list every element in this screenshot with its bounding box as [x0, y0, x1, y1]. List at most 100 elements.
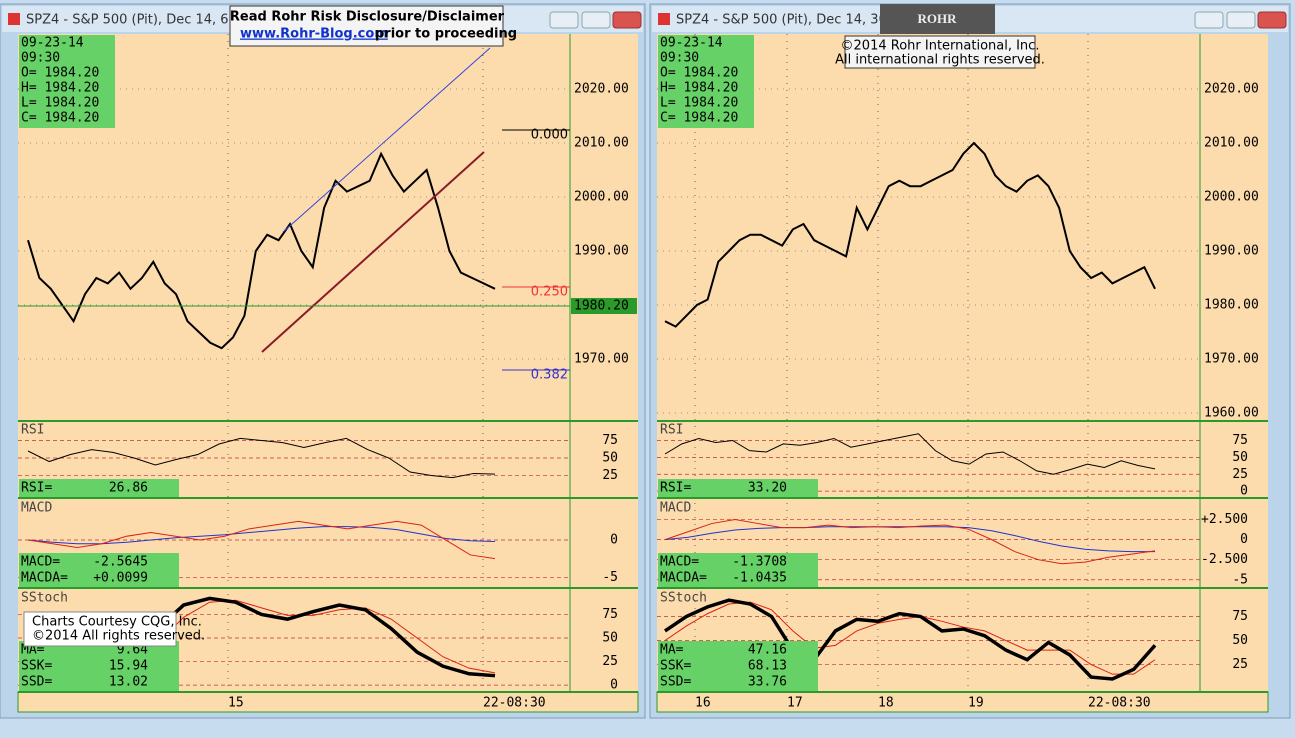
- rsi-line: [27, 437, 496, 479]
- readout-label: SSK=: [660, 659, 691, 674]
- trend-line: [282, 47, 491, 233]
- x-tick-label: 17: [787, 696, 803, 711]
- window-button[interactable]: [1226, 11, 1256, 29]
- y-tick-label: 25: [1232, 657, 1248, 672]
- info-line: C= 1984.20: [660, 111, 738, 126]
- readout-box: [658, 553, 818, 587]
- info-line: 09-23-14: [21, 36, 84, 51]
- panel-label: MACD: [660, 501, 691, 516]
- x-tick-label: 19: [968, 696, 984, 711]
- panel-label: SStoch: [660, 591, 707, 606]
- info-line: 09:30: [21, 51, 60, 66]
- y-tick-label: -5: [1232, 572, 1248, 587]
- readout-box: [658, 641, 818, 691]
- chart-area: [657, 34, 1268, 692]
- price-line: [27, 151, 496, 350]
- x-tick-label: 18: [878, 696, 894, 711]
- y-tick-label: 2010.00: [1204, 135, 1259, 150]
- copyright-line: ©2014 Rohr International, Inc.: [841, 39, 1040, 54]
- banner-line: prior to proceeding: [375, 27, 517, 42]
- y-tick-label: 1990.00: [1204, 243, 1259, 258]
- readout-value: 26.86: [109, 481, 148, 496]
- courtesy-line: Charts Courtesy CQG, Inc.: [32, 615, 202, 630]
- info-line: L= 1984.20: [660, 96, 738, 111]
- y-tick-label: 2010.00: [574, 135, 629, 150]
- y-tick-label: 0: [1240, 532, 1248, 547]
- y-tick-label: 1960.00: [1204, 405, 1259, 420]
- info-line: 09:30: [660, 51, 699, 66]
- window-title: SPZ4 - S&P 500 (Pit), Dec 14, 60 Min: [26, 13, 264, 28]
- y-tick-label: 75: [602, 433, 618, 448]
- banner-line: Read Rohr Risk Disclosure/Disclaimer: [230, 10, 505, 25]
- x-axis-bar: [656, 691, 1269, 713]
- y-tick-label: 1980.00: [1204, 297, 1259, 312]
- fib-label: 0.382: [531, 368, 568, 383]
- window-button[interactable]: [549, 11, 579, 29]
- panel-label: RSI: [21, 423, 44, 438]
- readout-label: MACD=: [21, 555, 60, 570]
- y-tick-label: 0: [610, 678, 618, 693]
- y-tick-label: 1970.00: [1204, 351, 1259, 366]
- x-tick-label: 22-08:30: [483, 696, 546, 711]
- info-box: [19, 35, 115, 128]
- x-tick-label: 15: [228, 696, 244, 711]
- y-tick-label: 25: [1232, 467, 1248, 482]
- window-button[interactable]: [1194, 11, 1224, 29]
- y-tick-label: 75: [1232, 433, 1248, 448]
- panel-label: RSI: [660, 423, 683, 438]
- y-tick-label: -5: [602, 570, 618, 585]
- readout-box: [19, 641, 179, 691]
- macd-line: [664, 519, 1156, 565]
- y-tick-label: 1970.00: [574, 351, 629, 366]
- readout-value: 33.20: [748, 481, 787, 496]
- y-tick-label: 25: [602, 654, 618, 669]
- price-line: [664, 141, 1156, 328]
- info-line: H= 1984.20: [21, 81, 99, 96]
- banner-link[interactable]: www.Rohr-Blog.com: [240, 27, 388, 42]
- courtesy-box: [23, 611, 177, 647]
- window-title: SPZ4 - S&P 500 (Pit), Dec 14, 30 Min: [676, 13, 914, 28]
- stoch-line: [664, 598, 1157, 681]
- fib-label: 0.250: [531, 285, 568, 300]
- readout-box: [19, 553, 179, 587]
- readout-label: RSI=: [660, 481, 691, 496]
- logo-box: [880, 4, 995, 34]
- readout-value: -1.0435: [732, 571, 787, 586]
- macd-line: [27, 526, 496, 545]
- close-button[interactable]: [612, 11, 642, 29]
- y-tick-label: 50: [1232, 633, 1248, 648]
- readout-label: SSD=: [660, 675, 691, 690]
- y-tick-label: +2.500: [1201, 512, 1248, 527]
- y-tick-label: 50: [1232, 450, 1248, 465]
- y-tick-label: 2000.00: [1204, 189, 1259, 204]
- readout-value: 33.76: [748, 675, 787, 690]
- copyright-line: All international rights reserved.: [835, 53, 1045, 68]
- x-tick-label: 16: [695, 696, 711, 711]
- y-tick-label: 75: [1232, 609, 1248, 624]
- readout-label: SSK=: [21, 659, 52, 674]
- trend-line: [261, 151, 485, 353]
- y-tick-label: 2020.00: [574, 81, 629, 96]
- banner-box: [229, 5, 504, 47]
- price-tag-label: 1980.20: [574, 299, 629, 314]
- rsi-line: [664, 433, 1156, 475]
- price-tag: [571, 298, 637, 314]
- y-tick-label: 0: [1240, 484, 1248, 499]
- readout-label: MACDA=: [660, 571, 707, 586]
- window-icon: [8, 13, 20, 25]
- readout-box: [19, 479, 179, 497]
- close-button[interactable]: [1257, 11, 1287, 29]
- y-tick-label: -2.500: [1201, 552, 1248, 567]
- info-line: L= 1984.20: [21, 96, 99, 111]
- window-button[interactable]: [581, 11, 611, 29]
- info-line: O= 1984.20: [660, 66, 738, 81]
- x-tick-label: 22-08:30: [1088, 696, 1151, 711]
- readout-value: -1.3708: [732, 555, 787, 570]
- y-tick-label: 50: [602, 451, 618, 466]
- info-line: C= 1984.20: [21, 111, 99, 126]
- readout-label: SSD=: [21, 675, 52, 690]
- readout-label: MACDA=: [21, 571, 68, 586]
- readout-value: 15.94: [109, 659, 148, 674]
- readout-box: [658, 479, 818, 497]
